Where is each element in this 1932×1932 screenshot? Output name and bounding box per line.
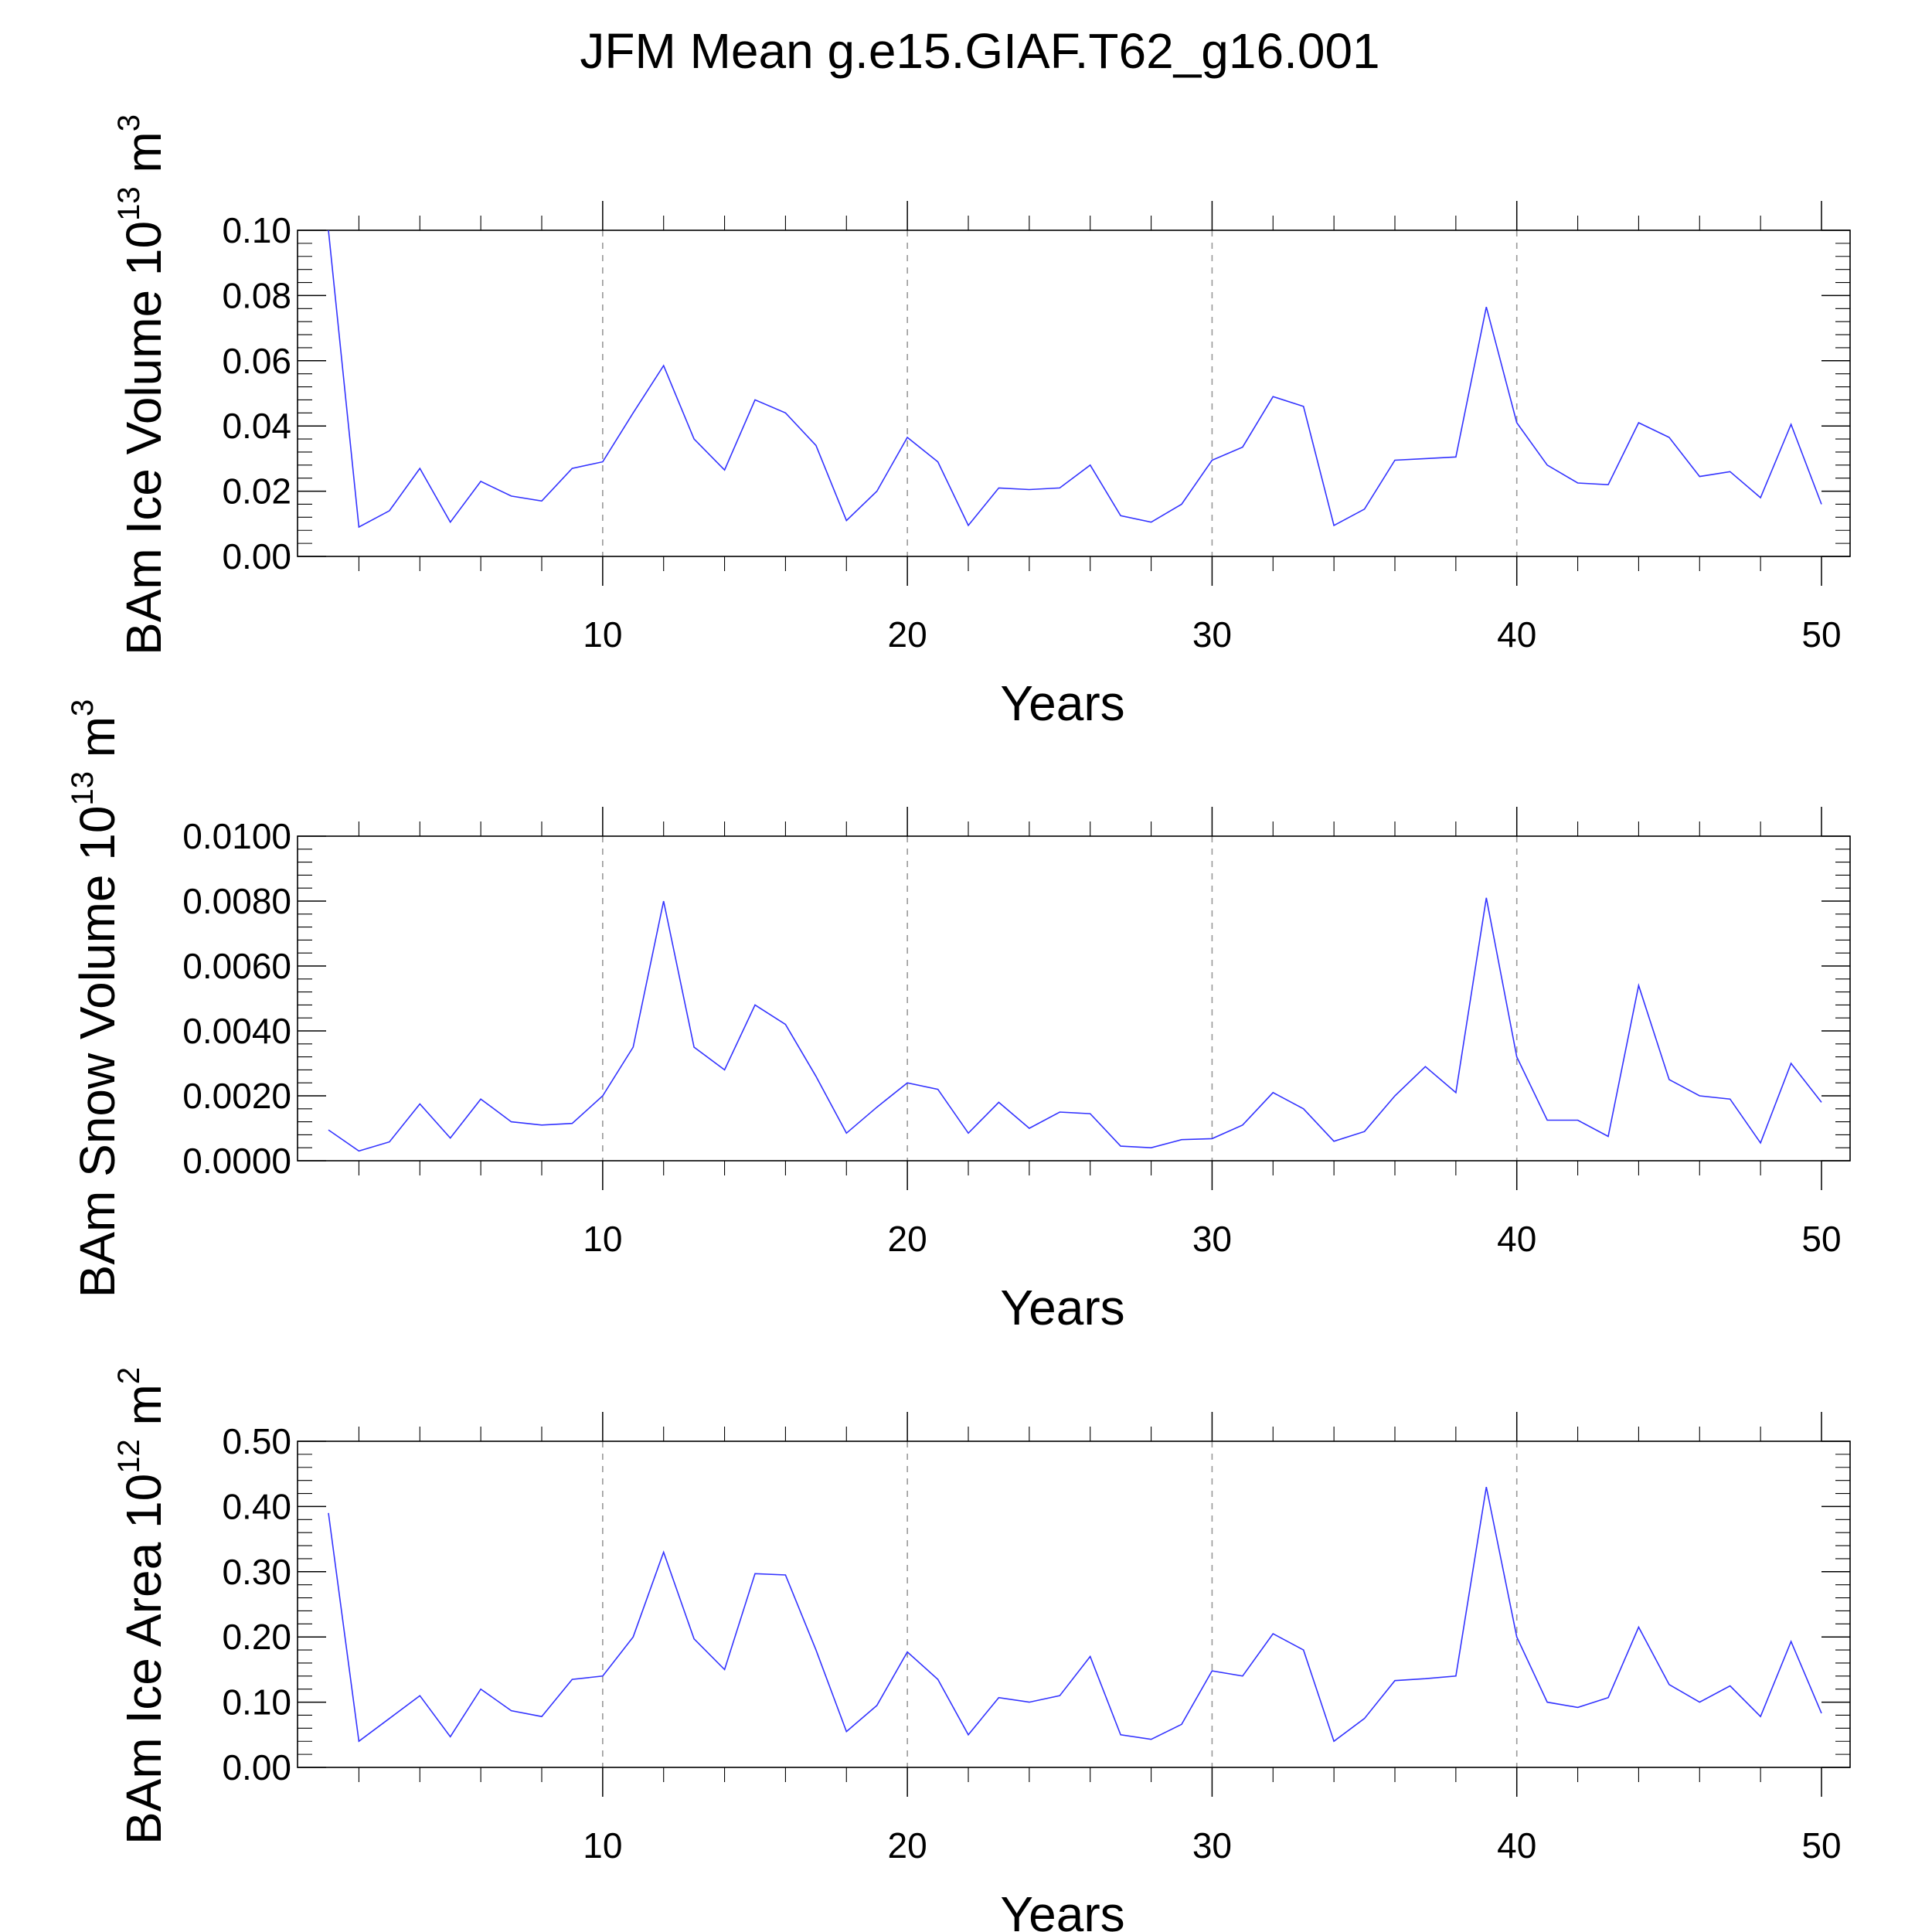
panel-ice-volume: 10 20 30 40 50 0.00 0.02 0.04 0.06 0.08 0.10 Years B… [112,114,1851,731]
y-tick-label: 0.0060 [182,946,291,986]
y-tick-label: 0.20 [222,1617,291,1657]
y-axis-label-exponent: 13 [66,771,100,806]
y-axis-label-exponent: 13 [112,186,146,221]
y-tick-label: 0.00 [222,536,291,577]
x-tick-label: 10 [583,614,622,655]
series-line [328,230,1822,529]
x-tick-label: 30 [1192,1825,1232,1866]
x-tick-label: 10 [583,1219,622,1259]
y-tick-label: 0.50 [222,1421,291,1461]
y-tick-label: 0.04 [222,406,291,446]
y-axis-label: BAm Ice Volume 1013 m3 [112,114,172,655]
plot-frame [297,835,1851,1162]
y-axis-label-main: BAm Snow Volume 10 [70,806,125,1298]
y-axis-label-main: BAm Ice Area 10 [116,1474,172,1845]
y-tick-label: 0.30 [222,1552,291,1592]
x-tick-label: 40 [1497,1825,1536,1866]
x-axis-label: Years [1000,1886,1124,1932]
y-axis-label-unit: m [116,131,172,186]
x-tick-label: 20 [888,1825,927,1866]
y-tick-label: 0.0100 [182,816,291,856]
y-axis-label-unit: m [116,1384,172,1439]
panel-ice-area: 10 20 30 40 50 0.00 0.10 0.20 0.30 0.40 0.50 Years B… [112,1367,1851,1932]
x-tick-label: 10 [583,1825,622,1866]
x-tick-label: 30 [1192,614,1232,655]
y-tick-label: 0.0020 [182,1076,291,1116]
y-tick-label: 0.0040 [182,1011,291,1051]
y-tick-label: 0.00 [222,1747,291,1787]
y-tick-label: 0.10 [222,210,291,250]
x-tick-label: 40 [1497,614,1536,655]
series-line [328,897,1822,1152]
y-axis-label-unit-exponent: 3 [66,699,100,716]
y-axis-label-main: BAm Ice Volume 10 [116,221,172,655]
panels: 10 20 30 40 50 0.00 0.02 0.04 0.06 0.08 0.10 Years B… [66,114,1851,1932]
x-tick-label: 20 [888,1219,927,1259]
y-axis-label: BAm Ice Area 1012 m2 [112,1367,172,1845]
series-line [328,1486,1822,1743]
panel-snow-volume: 10 20 30 40 50 0.0000 0.0020 0.0040 0.0060 0.0080… [66,699,1851,1335]
x-tick-label: 50 [1801,1825,1841,1866]
y-tick-label: 0.0000 [182,1141,291,1181]
figure-title: JFM Mean g.e15.GIAF.T62_g16.001 [580,23,1379,79]
y-axis-label-unit: m [70,716,125,771]
plot-frame [297,1440,1851,1768]
x-tick-label: 20 [888,614,927,655]
x-tick-label: 40 [1497,1219,1536,1259]
y-axis-label-unit-exponent: 2 [112,1367,146,1384]
y-axis-label: BAm Snow Volume 1013 m3 [66,699,125,1298]
x-tick-label: 50 [1801,1219,1841,1259]
plot-frame [297,230,1851,557]
y-axis-label-exponent: 12 [112,1439,146,1474]
y-tick-label: 0.08 [222,275,291,315]
y-tick-label: 0.06 [222,341,291,381]
x-tick-label: 50 [1801,614,1841,655]
y-tick-label: 0.02 [222,471,291,512]
y-axis-label-unit-exponent: 3 [112,114,146,131]
x-tick-label: 30 [1192,1219,1232,1259]
y-tick-label: 0.10 [222,1682,291,1723]
x-axis-label: Years [1000,675,1124,731]
y-tick-label: 0.0080 [182,881,291,921]
x-axis-label: Years [1000,1280,1124,1335]
y-tick-label: 0.40 [222,1486,291,1526]
